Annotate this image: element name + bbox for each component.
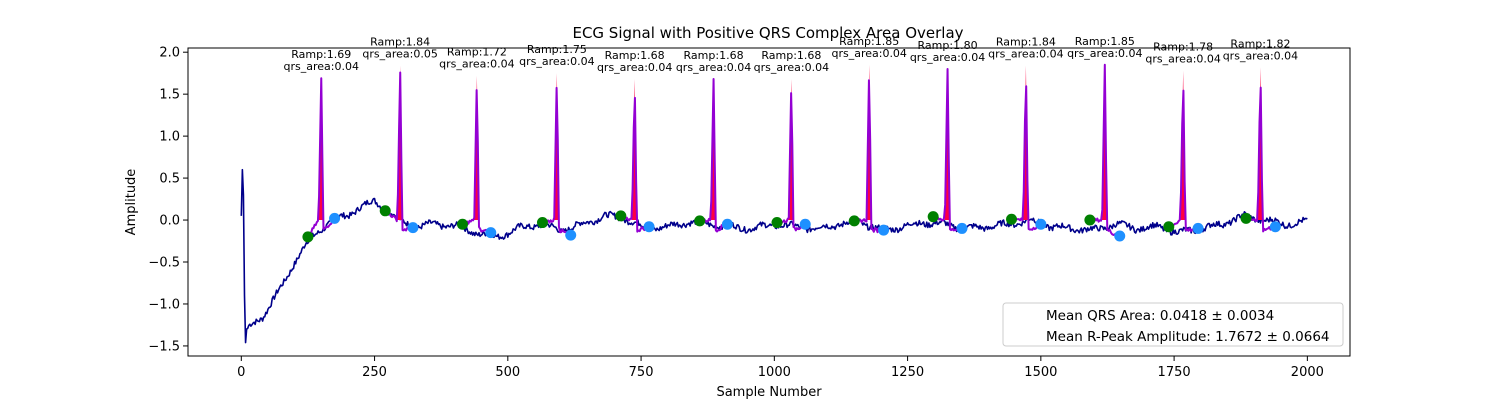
beat-label: Ramp:1.68 qrs_area:0.04 bbox=[676, 49, 751, 74]
s-point-marker bbox=[329, 212, 341, 224]
beat-label: Ramp:1.85 qrs_area:0.04 bbox=[1067, 35, 1142, 60]
q-point-marker bbox=[1084, 214, 1096, 226]
chart-title: ECG Signal with Positive QRS Complex Are… bbox=[572, 24, 963, 42]
r-amplitude-label: Ramp:1.72 bbox=[447, 46, 507, 59]
beat-label: Ramp:1.68 qrs_area:0.04 bbox=[597, 49, 672, 74]
s-point-marker bbox=[643, 221, 655, 233]
x-tick-label: 1250 bbox=[891, 365, 924, 380]
y-tick-label: 2.0 bbox=[159, 46, 180, 61]
qrs-area-label: qrs_area:0.04 bbox=[597, 61, 672, 74]
q-point-marker bbox=[302, 231, 314, 243]
qrs-area-label: qrs_area:0.04 bbox=[988, 48, 1063, 61]
legend-entry-qrs-area: Mean QRS Area: 0.0418 ± 0.0034 bbox=[1046, 308, 1274, 324]
qrs-area-label: qrs_area:0.04 bbox=[1067, 47, 1142, 60]
r-amplitude-label: Ramp:1.68 bbox=[761, 49, 821, 62]
legend: Mean QRS Area: 0.0418 ± 0.0034 Mean R-Pe… bbox=[1002, 302, 1344, 347]
y-tick-label: 1.5 bbox=[159, 88, 180, 103]
s-point-marker bbox=[407, 222, 419, 234]
s-point-marker bbox=[1114, 230, 1126, 242]
beat-label: Ramp:1.85 qrs_area:0.04 bbox=[831, 35, 906, 60]
r-amplitude-label: Ramp:1.80 bbox=[918, 39, 978, 52]
q-point-marker bbox=[1163, 221, 1175, 233]
y-tick-label: 0.5 bbox=[159, 172, 180, 187]
qrs-area-label: qrs_area:0.04 bbox=[1145, 53, 1220, 66]
q-point-marker bbox=[771, 217, 783, 229]
s-point-marker bbox=[1269, 221, 1281, 233]
y-tick-label: 0.0 bbox=[159, 214, 180, 229]
x-tick-label: 500 bbox=[495, 365, 520, 380]
beat-label: Ramp:1.72 qrs_area:0.04 bbox=[439, 46, 514, 71]
qrs-area-label: qrs_area:0.04 bbox=[910, 51, 985, 64]
plot-frame bbox=[187, 47, 1351, 357]
beat-label: Ramp:1.84 qrs_area:0.05 bbox=[362, 36, 437, 61]
r-amplitude-label: Ramp:1.82 bbox=[1230, 37, 1290, 50]
q-point-marker bbox=[457, 218, 469, 230]
s-point-marker bbox=[799, 218, 811, 230]
qrs-area-label: qrs_area:0.04 bbox=[439, 58, 514, 71]
x-tick-label: 0 bbox=[237, 365, 245, 380]
x-axis-ticks: 0 250 500 750 1000 1250 1500 1750 2000 bbox=[237, 356, 1324, 380]
s-point-marker bbox=[1192, 222, 1204, 234]
y-tick-label: −1.0 bbox=[148, 297, 180, 312]
beat-label: Ramp:1.82 qrs_area:0.04 bbox=[1223, 37, 1298, 62]
x-axis-title: Sample Number bbox=[716, 385, 822, 400]
s-point-marker bbox=[721, 218, 733, 230]
qrs-segment-line bbox=[307, 77, 336, 237]
beat-label: Ramp:1.75 qrs_area:0.04 bbox=[519, 43, 594, 68]
r-amplitude-label: Ramp:1.85 bbox=[839, 35, 899, 48]
r-amplitude-label: Ramp:1.69 bbox=[291, 48, 351, 61]
x-tick-label: 2000 bbox=[1291, 365, 1324, 380]
q-point-marker bbox=[615, 210, 627, 222]
q-point-marker bbox=[1006, 213, 1018, 225]
r-amplitude-label: Ramp:1.85 bbox=[1075, 35, 1135, 48]
r-amplitude-label: Ramp:1.68 bbox=[684, 49, 744, 62]
x-tick-label: 1750 bbox=[1158, 365, 1191, 380]
q-point-marker bbox=[1240, 212, 1252, 224]
beat-label: Ramp:1.68 qrs_area:0.04 bbox=[754, 49, 829, 74]
s-point-marker bbox=[1035, 218, 1047, 230]
y-tick-label: −1.5 bbox=[148, 339, 180, 354]
x-tick-label: 1000 bbox=[758, 365, 791, 380]
beat-label: Ramp:1.69 qrs_area:0.04 bbox=[284, 48, 359, 73]
qrs-area-label: qrs_area:0.04 bbox=[754, 61, 829, 74]
y-axis-ticks: −1.5 −1.0 −0.5 0.0 0.5 1.0 1.5 2.0 bbox=[148, 46, 188, 354]
s-point-marker bbox=[565, 229, 577, 241]
qrs-area-label: qrs_area:0.04 bbox=[519, 55, 594, 68]
qrs-area-label: qrs_area:0.04 bbox=[1223, 49, 1298, 62]
q-point-marker bbox=[848, 215, 860, 227]
y-axis-title: Amplitude bbox=[124, 169, 139, 236]
plot-clip-group bbox=[240, 63, 1308, 344]
qrs-area-label: qrs_area:0.04 bbox=[831, 47, 906, 60]
y-tick-label: 1.0 bbox=[159, 130, 180, 145]
q-point-marker bbox=[379, 205, 391, 217]
legend-entry-r-amplitude: Mean R-Peak Amplitude: 1.7672 ± 0.0664 bbox=[1046, 329, 1330, 345]
plot-content bbox=[240, 63, 1308, 344]
q-point-marker bbox=[694, 215, 706, 227]
r-amplitude-label: Ramp:1.84 bbox=[996, 36, 1056, 49]
beat-label: Ramp:1.80 qrs_area:0.04 bbox=[910, 39, 985, 64]
q-point-marker bbox=[927, 211, 939, 223]
x-tick-label: 750 bbox=[629, 365, 654, 380]
qrs-area-label: qrs_area:0.04 bbox=[676, 61, 751, 74]
legend-box bbox=[1002, 302, 1344, 347]
beat-label: Ramp:1.78 qrs_area:0.04 bbox=[1145, 41, 1220, 66]
qrs-area-label: qrs_area:0.04 bbox=[284, 60, 359, 73]
r-amplitude-label: Ramp:1.84 bbox=[370, 36, 430, 49]
s-point-marker bbox=[956, 222, 968, 234]
x-tick-label: 250 bbox=[362, 365, 387, 380]
r-amplitude-label: Ramp:1.68 bbox=[605, 49, 665, 62]
qrs-area-label: qrs_area:0.05 bbox=[362, 48, 437, 61]
x-tick-label: 1500 bbox=[1024, 365, 1057, 380]
r-amplitude-label: Ramp:1.75 bbox=[527, 43, 587, 56]
q-point-marker bbox=[536, 217, 548, 229]
s-point-marker bbox=[878, 224, 890, 236]
s-point-marker bbox=[485, 227, 497, 239]
y-tick-label: −0.5 bbox=[148, 256, 180, 271]
r-amplitude-label: Ramp:1.78 bbox=[1153, 41, 1213, 54]
beat-label: Ramp:1.84 qrs_area:0.04 bbox=[988, 36, 1063, 61]
